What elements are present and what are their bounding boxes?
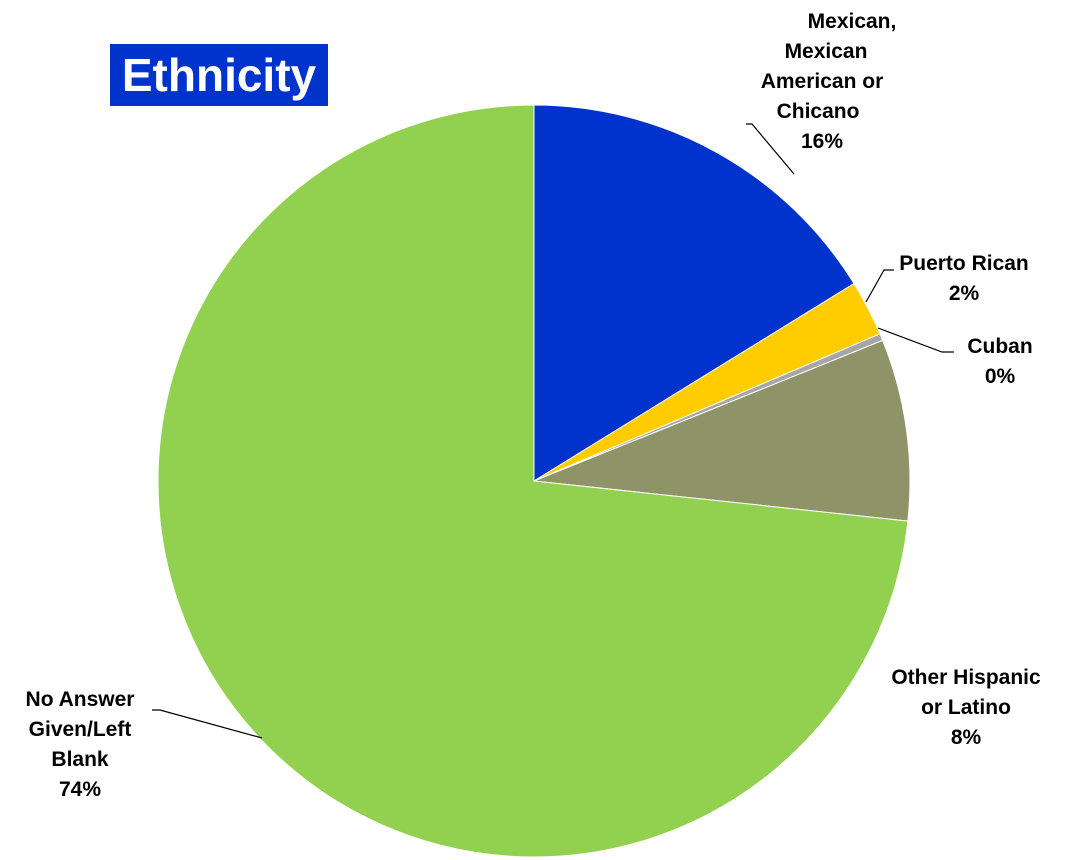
- data-label-5: No Answer Given/Left Blank 74%: [26, 688, 135, 801]
- pie-slice-5: [157, 104, 909, 858]
- leader-line-1: [746, 123, 795, 175]
- data-label-2: Puerto Rican 2%: [899, 252, 1029, 305]
- chart-title-box: Ethnicity: [110, 44, 328, 106]
- leader-line-3: [877, 327, 954, 353]
- data-label-4: Other Hispanic or Latino 8%: [891, 666, 1041, 749]
- data-label-3: Cuban 0%: [967, 335, 1032, 388]
- data-label-1: Mexican, Mexican American or Chicano 16%: [761, 10, 897, 153]
- pie-slice-4: [533, 339, 911, 522]
- chart-title: Ethnicity: [121, 49, 317, 101]
- leader-line-2: [865, 269, 894, 303]
- leader-line-5: [152, 709, 263, 739]
- pie-slice-1: [533, 104, 855, 482]
